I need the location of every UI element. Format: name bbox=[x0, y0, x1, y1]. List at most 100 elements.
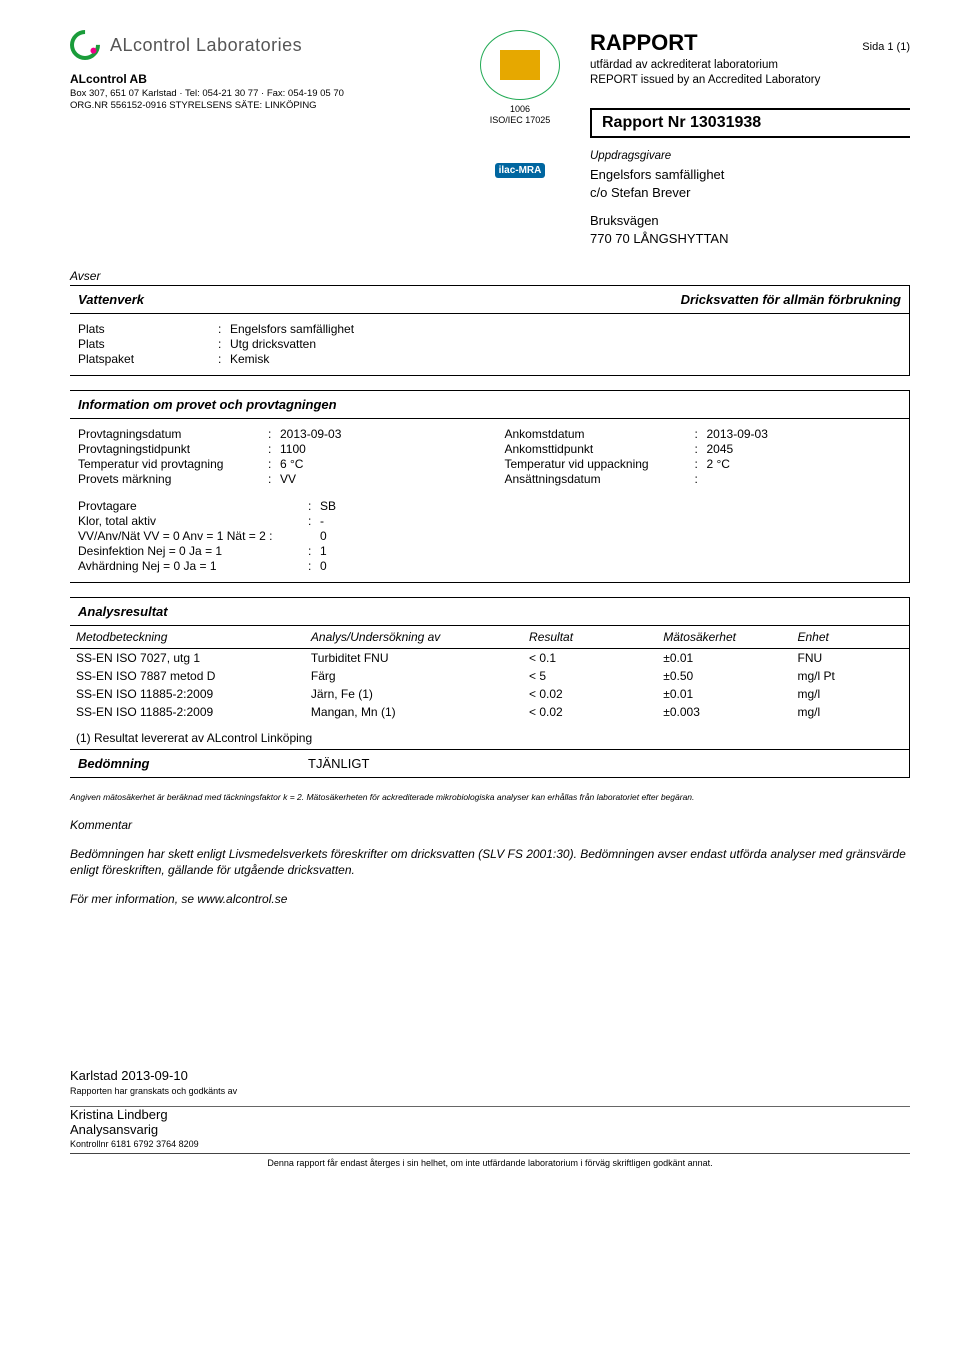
info-value: 0 bbox=[320, 529, 901, 543]
client-address: Bruksvägen 770 70 LÅNGSHYTTAN bbox=[590, 212, 910, 248]
info-value: SB bbox=[320, 499, 901, 513]
info-label: Ansättningsdatum bbox=[505, 472, 695, 486]
page-info: Sida 1 (1) bbox=[862, 41, 910, 53]
comment-body2: För mer information, se www.alcontrol.se bbox=[70, 891, 910, 908]
cell-analysis: Turbiditet FNU bbox=[305, 648, 523, 667]
info-value: 0 bbox=[320, 559, 901, 573]
client-name: Engelsfors samfällighet bbox=[590, 166, 910, 184]
results-title: Analysresultat bbox=[70, 598, 909, 626]
info-label: Klor, total aktiv bbox=[78, 514, 308, 528]
info-label: Provets märkning bbox=[78, 472, 268, 486]
results-note: (1) Resultat levererat av ALcontrol Link… bbox=[70, 721, 909, 749]
cell-method: SS-EN ISO 7887 metod D bbox=[70, 667, 305, 685]
table-header-row: Metodbeteckning Analys/Undersökning av R… bbox=[70, 626, 909, 649]
company-address: Box 307, 651 07 Karlstad · Tel: 054-21 3… bbox=[70, 88, 450, 100]
info-row: Ankomstdatum:2013-09-03 bbox=[505, 427, 902, 441]
accred-standard: ISO/IEC 17025 bbox=[470, 115, 570, 126]
info-value: 2045 bbox=[707, 442, 902, 456]
vattenverk-title-left: Vattenverk bbox=[78, 292, 144, 307]
info-row: Temperatur vid uppackning:2 °C bbox=[505, 457, 902, 471]
footer-disclaimer: Denna rapport får endast återges i sin h… bbox=[70, 1158, 910, 1168]
ilac-label: ilac-MRA bbox=[495, 163, 546, 178]
table-row: SS-EN ISO 11885-2:2009Järn, Fe (1)< 0.02… bbox=[70, 685, 909, 703]
cell-method: SS-EN ISO 11885-2:2009 bbox=[70, 685, 305, 703]
assessment-value: TJÄNLIGT bbox=[308, 756, 369, 771]
info-label: Temperatur vid provtagning bbox=[78, 457, 268, 471]
kv-label: Plats bbox=[78, 322, 218, 336]
kv-row: Plats:Engelsfors samfällighet bbox=[78, 322, 901, 336]
signature-name: Kristina Lindberg bbox=[70, 1107, 910, 1122]
footer-line: Denna rapport får endast återges i sin h… bbox=[70, 1153, 910, 1168]
table-row: SS-EN ISO 7887 metod DFärg< 5±0.50mg/l P… bbox=[70, 667, 909, 685]
info-value: VV bbox=[280, 472, 475, 486]
info-label: Ankomstdatum bbox=[505, 427, 695, 441]
ilac-badge-icon: ilac-MRA bbox=[480, 136, 560, 206]
cell-uncertainty: ±0.01 bbox=[657, 685, 791, 703]
assessment-label: Bedömning bbox=[78, 756, 308, 771]
info-row: Provets märkning:VV bbox=[78, 472, 475, 486]
signature-control: Kontrollnr 6181 6792 3764 8209 bbox=[70, 1139, 910, 1149]
header-right: RAPPORT Sida 1 (1) utfärdad av ackredite… bbox=[590, 30, 910, 249]
lab-name: ALcontrol Laboratories bbox=[110, 35, 302, 56]
client-label: Uppdragsgivare bbox=[590, 150, 910, 162]
signature-note: Rapporten har granskats och godkänts av bbox=[70, 1086, 910, 1096]
signature-location-date: Karlstad 2013-09-10 bbox=[70, 1068, 910, 1083]
cell-unit: mg/l bbox=[792, 685, 910, 703]
info-value: 6 °C bbox=[280, 457, 475, 471]
info-row: Temperatur vid provtagning:6 °C bbox=[78, 457, 475, 471]
provinfo-body: Provtagningsdatum:2013-09-03Provtagnings… bbox=[70, 419, 909, 582]
company-org: ORG.NR 556152-0916 STYRELSENS SÄTE: LINK… bbox=[70, 100, 450, 112]
results-body: Metodbeteckning Analys/Undersökning av R… bbox=[70, 626, 909, 749]
kv-value: Utg dricksvatten bbox=[230, 337, 901, 351]
table-row: SS-EN ISO 11885-2:2009Mangan, Mn (1)< 0.… bbox=[70, 703, 909, 721]
company-name: ALcontrol AB bbox=[70, 72, 450, 86]
cell-method: SS-EN ISO 11885-2:2009 bbox=[70, 703, 305, 721]
th-uncertainty: Mätosäkerhet bbox=[657, 626, 791, 649]
client-info: Engelsfors samfällighet c/o Stefan Breve… bbox=[590, 166, 910, 202]
report-subtitle: utfärdad av ackrediterat laboratorium RE… bbox=[590, 58, 910, 88]
info-value bbox=[707, 472, 902, 486]
provinfo-left: Provtagningsdatum:2013-09-03Provtagnings… bbox=[78, 427, 475, 487]
provinfo-right: Ankomstdatum:2013-09-03Ankomsttidpunkt:2… bbox=[505, 427, 902, 487]
info-row: Provtagare:SB bbox=[78, 499, 901, 513]
th-method: Metodbeteckning bbox=[70, 626, 305, 649]
cell-analysis: Mangan, Mn (1) bbox=[305, 703, 523, 721]
signature-role: Analysansvarig bbox=[70, 1122, 910, 1137]
info-row: VV/Anv/Nät VV = 0 Anv = 1 Nät = 2 : 0 bbox=[78, 529, 901, 543]
info-row: Ansättningsdatum: bbox=[505, 472, 902, 486]
info-label: VV/Anv/Nät VV = 0 Anv = 1 Nät = 2 : bbox=[78, 529, 308, 543]
comment-label: Kommentar bbox=[70, 818, 910, 832]
alcontrol-logo-icon bbox=[64, 24, 106, 66]
accreditation-block: 1006 ISO/IEC 17025 ilac-MRA bbox=[470, 30, 570, 249]
logo-row: ALcontrol Laboratories bbox=[70, 30, 450, 60]
info-row: Ankomsttidpunkt:2045 bbox=[505, 442, 902, 456]
fine-print: Angiven mätosäkerhet är beräknad med täc… bbox=[70, 792, 910, 802]
info-label: Provtagningsdatum bbox=[78, 427, 268, 441]
info-row: Provtagningsdatum:2013-09-03 bbox=[78, 427, 475, 441]
client-addr1: Bruksvägen bbox=[590, 212, 910, 230]
cell-analysis: Färg bbox=[305, 667, 523, 685]
footer-block: Karlstad 2013-09-10 Rapporten har gransk… bbox=[70, 1068, 910, 1168]
kv-label: Platspaket bbox=[78, 352, 218, 366]
info-label: Avhärdning Nej = 0 Ja = 1 bbox=[78, 559, 308, 573]
swedac-badge-icon bbox=[480, 30, 560, 100]
kv-value: Kemisk bbox=[230, 352, 901, 366]
info-value: 1 bbox=[320, 544, 901, 558]
cell-unit: mg/l bbox=[792, 703, 910, 721]
report-title: RAPPORT bbox=[590, 30, 698, 56]
report-sub1: utfärdad av ackrediterat laboratorium bbox=[590, 58, 910, 73]
info-label: Provtagare bbox=[78, 499, 308, 513]
client-addr2: 770 70 LÅNGSHYTTAN bbox=[590, 230, 910, 248]
kv-row: Plats:Utg dricksvatten bbox=[78, 337, 901, 351]
provinfo-box: Information om provet och provtagningen … bbox=[70, 390, 910, 583]
cell-result: < 0.02 bbox=[523, 703, 657, 721]
th-unit: Enhet bbox=[792, 626, 910, 649]
info-row: Avhärdning Nej = 0 Ja = 1:0 bbox=[78, 559, 901, 573]
provinfo-title: Information om provet och provtagningen bbox=[70, 391, 909, 419]
table-row: SS-EN ISO 7027, utg 1Turbiditet FNU< 0.1… bbox=[70, 648, 909, 667]
cell-result: < 0.02 bbox=[523, 685, 657, 703]
vattenverk-title-row: Vattenverk Dricksvatten för allmän förbr… bbox=[70, 286, 909, 314]
info-value: 2 °C bbox=[707, 457, 902, 471]
info-label: Ankomsttidpunkt bbox=[505, 442, 695, 456]
info-value: - bbox=[320, 514, 901, 528]
